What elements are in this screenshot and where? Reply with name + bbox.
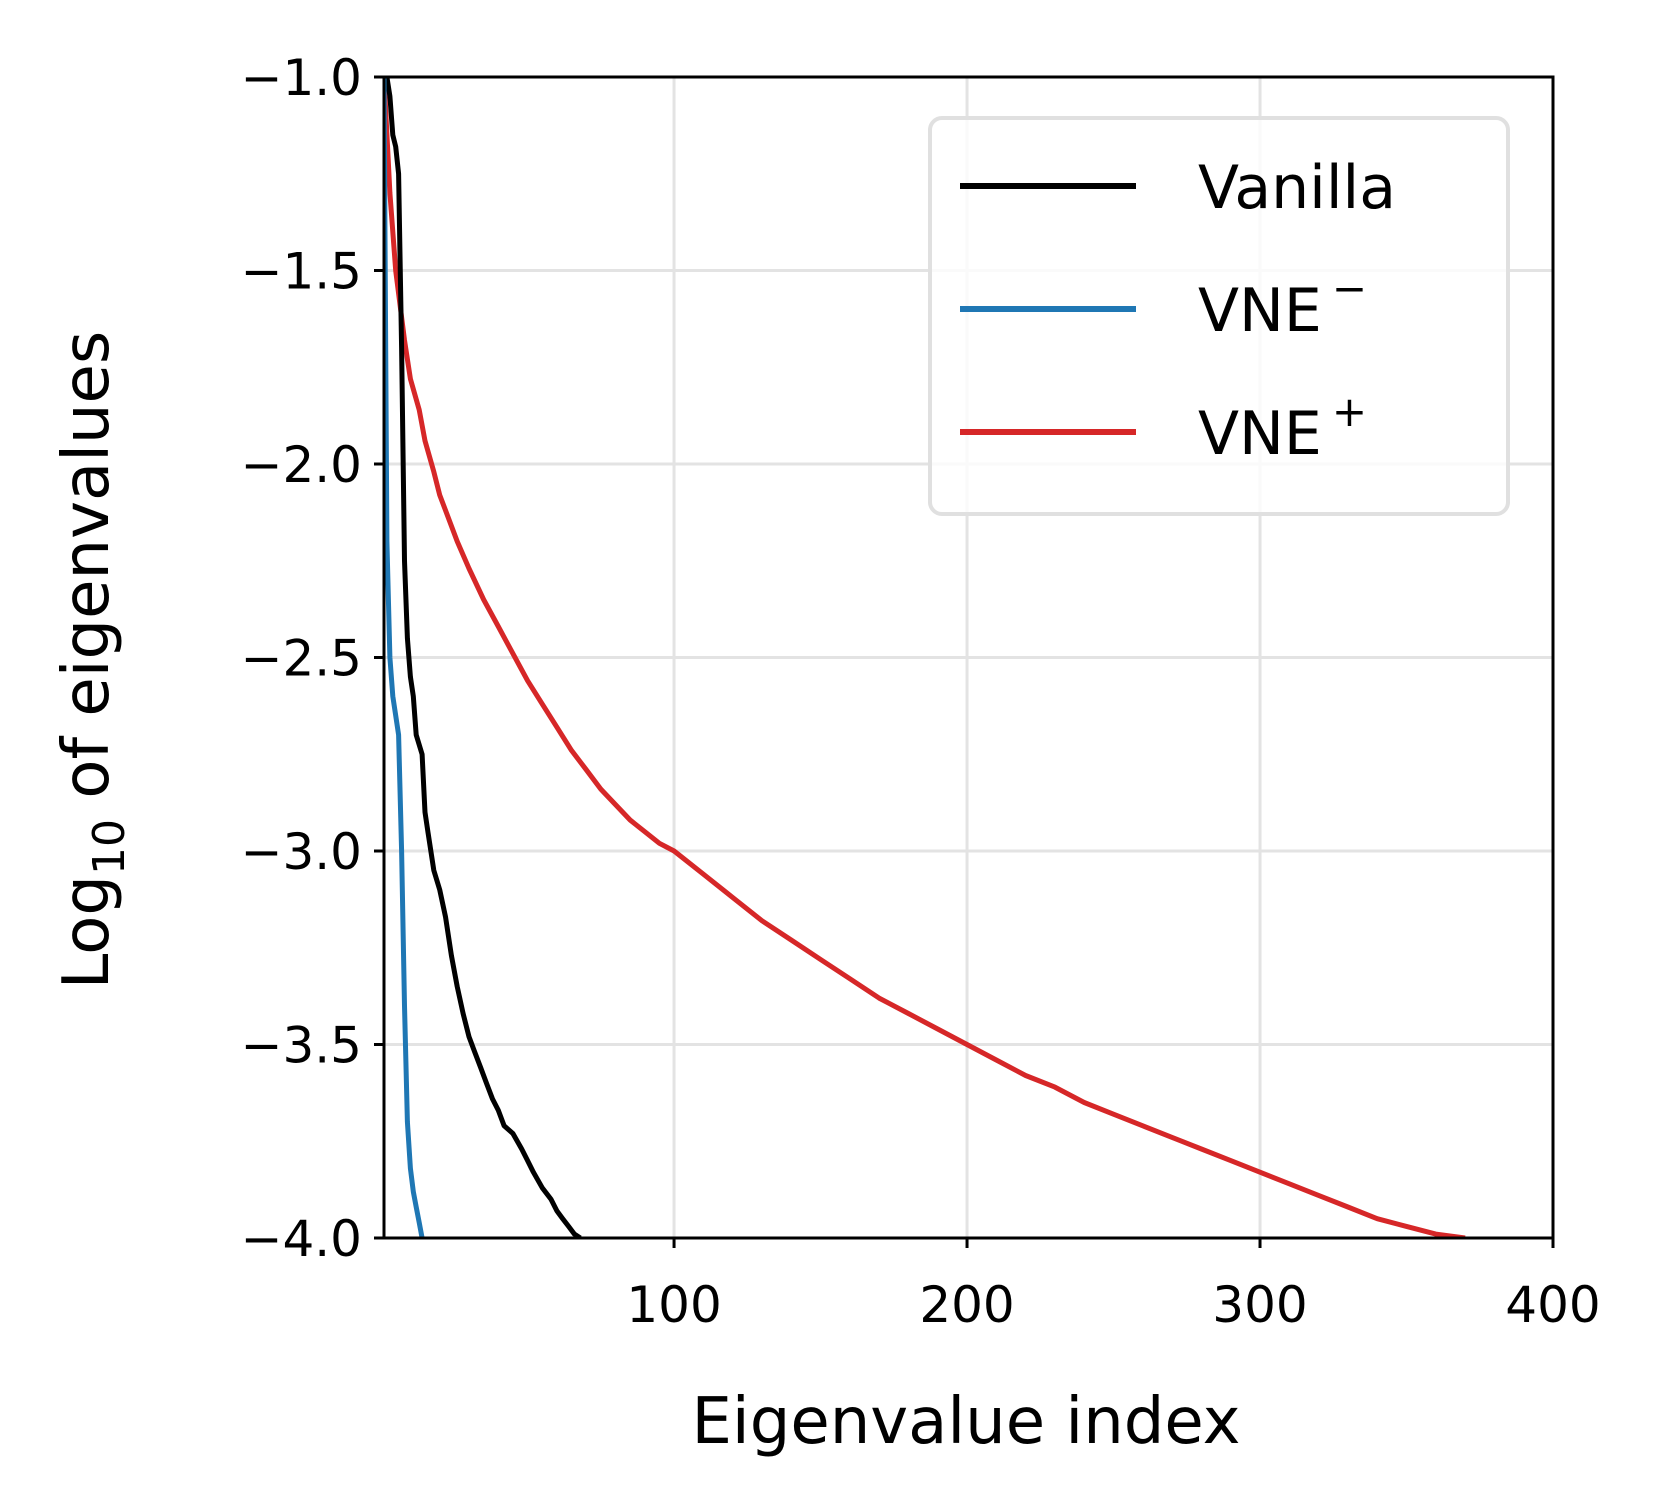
x-tick-label: 300 [1212, 1276, 1307, 1334]
legend-label: Vanilla [1198, 153, 1396, 223]
y-axis-label: Log10 of eigenvalues [50, 331, 135, 990]
y-tick-label: −3.5 [241, 1017, 362, 1075]
legend-label: VNE + [1198, 387, 1367, 469]
x-tick-label: 200 [919, 1276, 1014, 1334]
series-line-vanilla [384, 77, 582, 1238]
y-axis: −1.0 −1.5 −2.0 −2.5 −3.0 −3.5 −4.0 [241, 49, 384, 1268]
series-line-vne-minus [384, 77, 425, 1238]
series-line-vne-plus [384, 77, 1466, 1238]
x-tick-label: 400 [1505, 1276, 1600, 1334]
x-axis-label: Eigenvalue index [691, 1385, 1240, 1459]
legend-label: VNE − [1198, 264, 1367, 346]
legend: Vanilla VNE − VNE + [928, 116, 1510, 516]
y-axis-label-subscript: 10 [84, 819, 135, 875]
legend-box [928, 116, 1510, 516]
y-tick-label: −4.0 [241, 1210, 362, 1268]
y-tick-label: −1.5 [241, 243, 362, 301]
x-tick-label: 100 [626, 1276, 721, 1334]
y-axis-label-rest: of eigenvalues [50, 331, 124, 819]
y-tick-label: −2.5 [241, 630, 362, 688]
y-tick-label: −3.0 [241, 823, 362, 881]
y-axis-label-base: Log [50, 875, 124, 989]
x-axis: 100 200 300 400 [626, 1238, 1601, 1334]
y-tick-label: −2.0 [241, 436, 362, 494]
series-layer [384, 77, 1466, 1238]
y-tick-label: −1.0 [241, 49, 362, 107]
